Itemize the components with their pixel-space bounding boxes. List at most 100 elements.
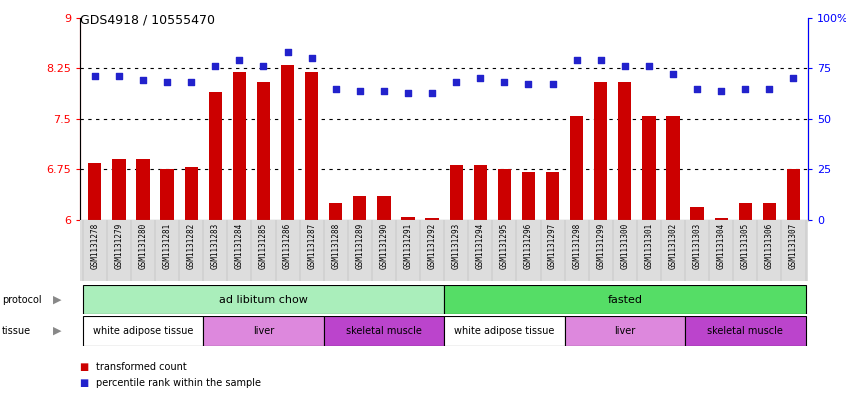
Point [353,87,366,94]
Bar [401,217,415,220]
Text: protocol: protocol [2,295,41,305]
Point [88,73,102,79]
Bar [83,316,203,346]
Text: white adipose tissue: white adipose tissue [93,326,193,336]
Bar [161,169,173,220]
Bar [426,218,439,220]
Bar [83,285,444,314]
Text: GSM1131278: GSM1131278 [91,223,99,269]
Text: ■: ■ [80,362,93,373]
Bar [618,82,631,220]
Point [281,49,294,55]
Text: GSM1131291: GSM1131291 [404,223,413,269]
Bar [474,165,487,220]
Bar [203,316,324,346]
Text: transformed count: transformed count [96,362,186,373]
Text: fasted: fasted [607,295,642,305]
Bar [763,203,776,220]
Text: GSM1131301: GSM1131301 [645,223,653,269]
Text: GSM1131306: GSM1131306 [765,223,774,269]
Point [787,75,800,81]
Text: GSM1131300: GSM1131300 [620,223,629,269]
Point [113,73,126,79]
Text: GDS4918 / 10555470: GDS4918 / 10555470 [80,14,216,27]
Text: GSM1131293: GSM1131293 [452,223,461,269]
Text: GSM1131289: GSM1131289 [355,223,365,269]
Text: GSM1131288: GSM1131288 [332,223,340,269]
Point [329,85,343,92]
Bar [497,169,511,220]
Point [762,85,776,92]
Text: GSM1131287: GSM1131287 [307,223,316,269]
Point [401,90,415,96]
Bar [329,203,343,220]
Bar [739,203,752,220]
Text: GSM1131303: GSM1131303 [693,223,701,269]
Point [305,55,318,61]
Point [642,63,656,70]
Text: ▶: ▶ [53,326,62,336]
Bar [449,165,463,220]
Text: GSM1131297: GSM1131297 [548,223,557,269]
Text: GSM1131294: GSM1131294 [475,223,485,269]
Bar [690,207,704,220]
Bar [88,163,102,220]
Text: skeletal muscle: skeletal muscle [346,326,422,336]
Text: liver: liver [614,326,635,336]
Bar [136,160,150,220]
Text: GSM1131284: GSM1131284 [235,223,244,269]
Text: GSM1131279: GSM1131279 [114,223,124,269]
Bar [444,316,564,346]
Point [474,75,487,81]
Text: GSM1131307: GSM1131307 [789,223,798,269]
Text: GSM1131283: GSM1131283 [211,223,220,269]
Text: GSM1131298: GSM1131298 [572,223,581,269]
Text: GSM1131302: GSM1131302 [668,223,678,269]
Bar [787,169,800,220]
Point [256,63,270,70]
Text: skeletal muscle: skeletal muscle [707,326,783,336]
Text: GSM1131296: GSM1131296 [524,223,533,269]
Text: GSM1131286: GSM1131286 [283,223,292,269]
Point [449,79,463,86]
Point [426,90,439,96]
Text: tissue: tissue [2,326,30,336]
Text: GSM1131295: GSM1131295 [500,223,509,269]
Text: GSM1131280: GSM1131280 [139,223,147,269]
Point [594,57,607,63]
Point [233,57,246,63]
Point [522,81,536,88]
Text: ■: ■ [80,378,93,388]
Point [546,81,559,88]
Point [570,57,584,63]
Point [714,87,728,94]
Text: GSM1131292: GSM1131292 [427,223,437,269]
Bar [522,171,535,220]
Bar [184,167,198,220]
Text: GSM1131282: GSM1131282 [187,223,195,269]
Point [497,79,511,86]
Text: GSM1131305: GSM1131305 [741,223,750,269]
Bar [570,116,583,220]
Bar [257,82,270,220]
Bar [377,196,391,220]
Point [739,85,752,92]
Text: GSM1131304: GSM1131304 [717,223,726,269]
Point [377,87,391,94]
Text: GSM1131299: GSM1131299 [596,223,605,269]
Text: ad libitum chow: ad libitum chow [219,295,308,305]
Bar [305,72,318,220]
Bar [715,218,728,220]
Point [208,63,222,70]
Bar [546,171,559,220]
Text: liver: liver [253,326,274,336]
Text: GSM1131285: GSM1131285 [259,223,268,269]
Bar [685,316,805,346]
Text: white adipose tissue: white adipose tissue [454,326,555,336]
Bar [233,72,246,220]
Point [618,63,632,70]
Bar [324,316,444,346]
Bar [594,82,607,220]
Text: ▶: ▶ [53,295,62,305]
Bar [667,116,679,220]
